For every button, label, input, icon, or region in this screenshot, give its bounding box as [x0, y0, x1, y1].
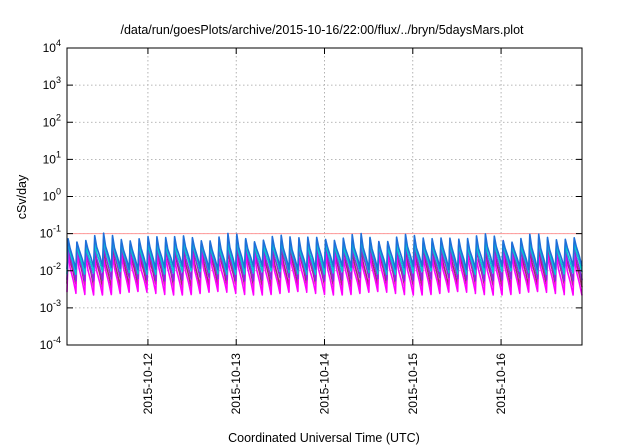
x-axis-label: Coordinated Universal Time (UTC)	[228, 431, 420, 445]
y-tick-label: 10-3	[40, 298, 61, 315]
y-tick-label: 10-4	[40, 335, 61, 352]
x-tick-label: 2015-10-12	[141, 353, 155, 415]
x-tick-label: 2015-10-13	[229, 353, 243, 415]
y-tick-label: 104	[43, 38, 61, 55]
x-axis: 2015-10-12 2015-10-13 2015-10-14 2015-10-15…	[141, 48, 508, 414]
series-group	[66, 232, 583, 296]
y-tick-label: 102	[43, 112, 61, 129]
series-line	[66, 232, 583, 271]
y-tick-label: 103	[43, 75, 61, 92]
grid	[67, 47, 582, 346]
y-tick-label: 10-2	[40, 261, 61, 278]
x-tick-label: 2015-10-14	[318, 353, 332, 415]
x-tick-label: 2015-10-15	[406, 353, 420, 415]
chart-title: /data/run/goesPlots/archive/2015-10-16/2…	[120, 23, 524, 37]
y-tick-label: 100	[43, 187, 61, 204]
y-tick-label: 10-1	[40, 224, 61, 241]
x-tick-label: 2015-10-16	[494, 353, 508, 415]
y-tick-label: 101	[43, 149, 61, 166]
series-line	[66, 250, 583, 296]
y-axis: 10-4 10-3 10-2 10-1 100 101 102 103 104	[40, 38, 582, 352]
y-axis-label: cSv/day	[15, 174, 29, 219]
